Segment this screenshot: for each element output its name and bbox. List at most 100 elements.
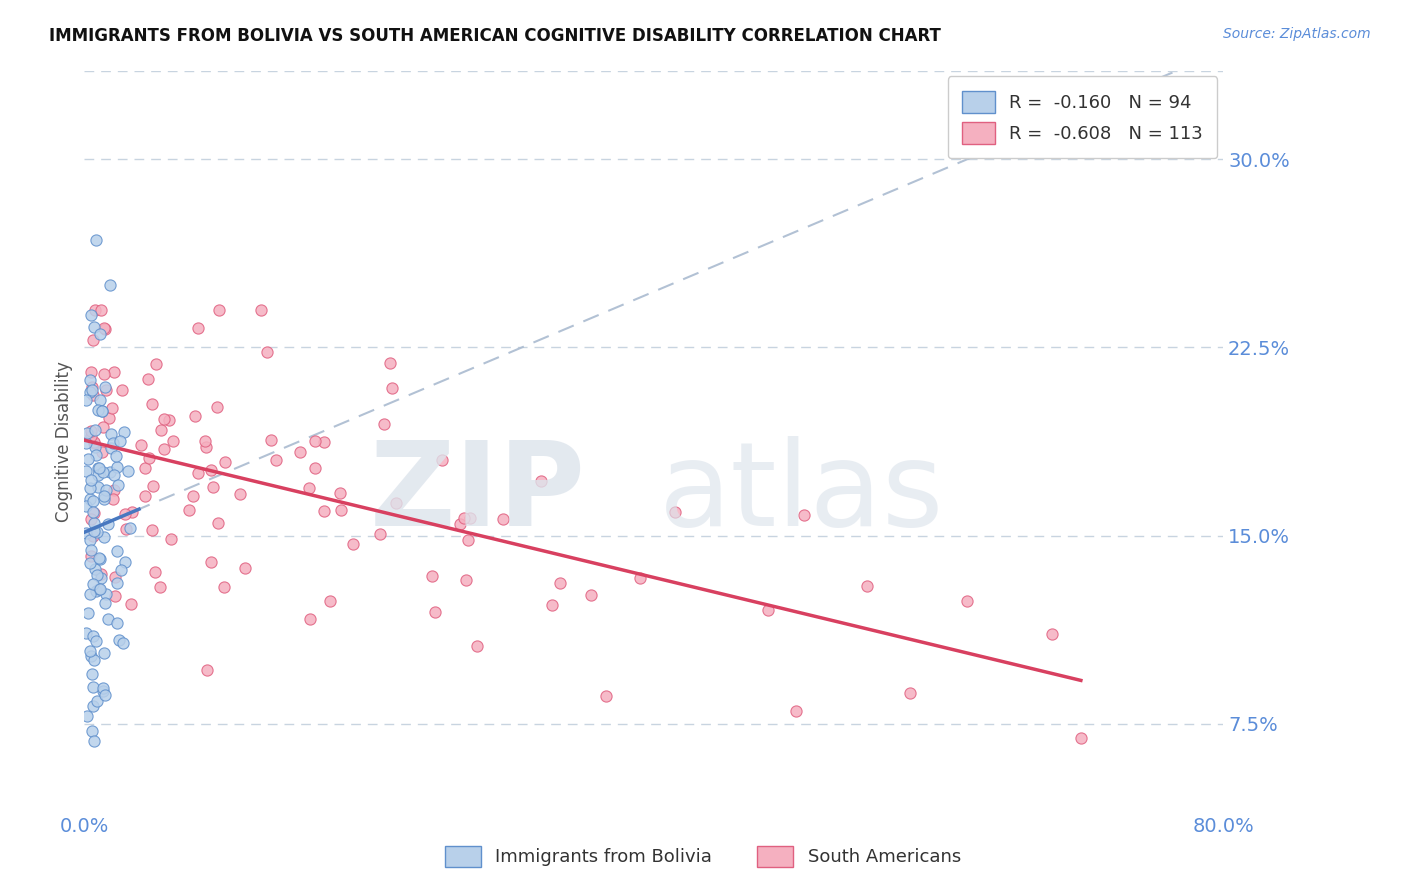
Point xyxy=(425,605,447,619)
Point xyxy=(103,492,125,507)
Point xyxy=(420,569,443,583)
Point xyxy=(449,516,471,531)
Point xyxy=(89,550,111,565)
Point xyxy=(82,333,104,347)
Point xyxy=(83,440,105,454)
Point xyxy=(233,561,256,575)
Point xyxy=(141,523,163,537)
Point xyxy=(249,302,271,317)
Legend: R =  -0.160   N = 94, R =  -0.608   N = 113: R = -0.160 N = 94, R = -0.608 N = 113 xyxy=(948,77,1218,159)
Point xyxy=(93,490,115,504)
Point xyxy=(312,504,335,518)
Point xyxy=(898,686,921,700)
Point xyxy=(373,417,395,432)
Point xyxy=(200,555,222,569)
Point xyxy=(110,383,132,397)
Point xyxy=(83,734,105,748)
Point xyxy=(75,626,97,640)
Point xyxy=(150,423,173,437)
Point xyxy=(105,576,128,591)
Point xyxy=(117,464,139,478)
Point xyxy=(430,453,453,467)
Point xyxy=(93,465,115,479)
Point xyxy=(79,533,101,548)
Point xyxy=(1042,627,1064,641)
Point xyxy=(75,393,97,408)
Point xyxy=(82,388,104,402)
Point xyxy=(105,460,128,475)
Point xyxy=(80,379,103,393)
Point xyxy=(90,302,112,317)
Point xyxy=(86,467,108,482)
Point xyxy=(187,466,209,480)
Point xyxy=(91,681,114,695)
Point xyxy=(378,356,401,370)
Point xyxy=(595,690,617,704)
Text: IMMIGRANTS FROM BOLIVIA VS SOUTH AMERICAN COGNITIVE DISABILITY CORRELATION CHART: IMMIGRANTS FROM BOLIVIA VS SOUTH AMERICA… xyxy=(49,27,941,45)
Point xyxy=(94,322,117,336)
Point xyxy=(112,425,135,439)
Point xyxy=(328,486,350,500)
Point xyxy=(94,384,117,398)
Point xyxy=(82,628,104,642)
Point xyxy=(229,487,252,501)
Point xyxy=(530,474,553,488)
Point xyxy=(76,709,98,723)
Point xyxy=(83,516,105,530)
Point xyxy=(80,308,103,322)
Point xyxy=(91,684,114,698)
Point xyxy=(103,468,125,483)
Point xyxy=(90,571,112,585)
Point xyxy=(145,358,167,372)
Point xyxy=(89,393,111,408)
Point xyxy=(184,409,207,423)
Point xyxy=(785,704,807,718)
Point xyxy=(141,479,163,493)
Point xyxy=(492,512,515,526)
Point xyxy=(465,640,488,654)
Point xyxy=(202,480,225,494)
Point xyxy=(160,532,183,546)
Point xyxy=(793,508,815,522)
Point xyxy=(856,579,879,593)
Point xyxy=(94,596,117,610)
Point xyxy=(89,552,111,566)
Point xyxy=(94,587,117,601)
Point xyxy=(103,365,125,379)
Point xyxy=(98,277,121,292)
Point xyxy=(80,383,103,397)
Point xyxy=(91,420,114,434)
Point xyxy=(207,516,229,530)
Point xyxy=(82,505,104,519)
Point xyxy=(87,460,110,475)
Point xyxy=(79,384,101,399)
Point xyxy=(80,648,103,663)
Point xyxy=(82,680,104,694)
Point xyxy=(94,688,117,702)
Point xyxy=(105,450,128,464)
Point xyxy=(82,528,104,542)
Point xyxy=(153,412,176,426)
Legend: Immigrants from Bolivia, South Americans: Immigrants from Bolivia, South Americans xyxy=(437,838,969,874)
Point xyxy=(80,424,103,438)
Point xyxy=(107,478,129,492)
Point xyxy=(75,500,97,514)
Point xyxy=(83,320,105,334)
Point xyxy=(118,521,141,535)
Point xyxy=(96,483,118,498)
Point xyxy=(385,496,408,510)
Point xyxy=(342,536,364,550)
Point xyxy=(97,611,120,625)
Point xyxy=(131,438,153,452)
Text: atlas: atlas xyxy=(659,436,945,551)
Point xyxy=(181,489,204,503)
Point xyxy=(548,576,571,591)
Point xyxy=(80,512,103,526)
Point xyxy=(330,503,353,517)
Point xyxy=(458,511,481,525)
Point xyxy=(86,567,108,582)
Point xyxy=(90,403,112,417)
Point xyxy=(97,516,120,531)
Point xyxy=(120,597,142,611)
Point xyxy=(304,461,326,475)
